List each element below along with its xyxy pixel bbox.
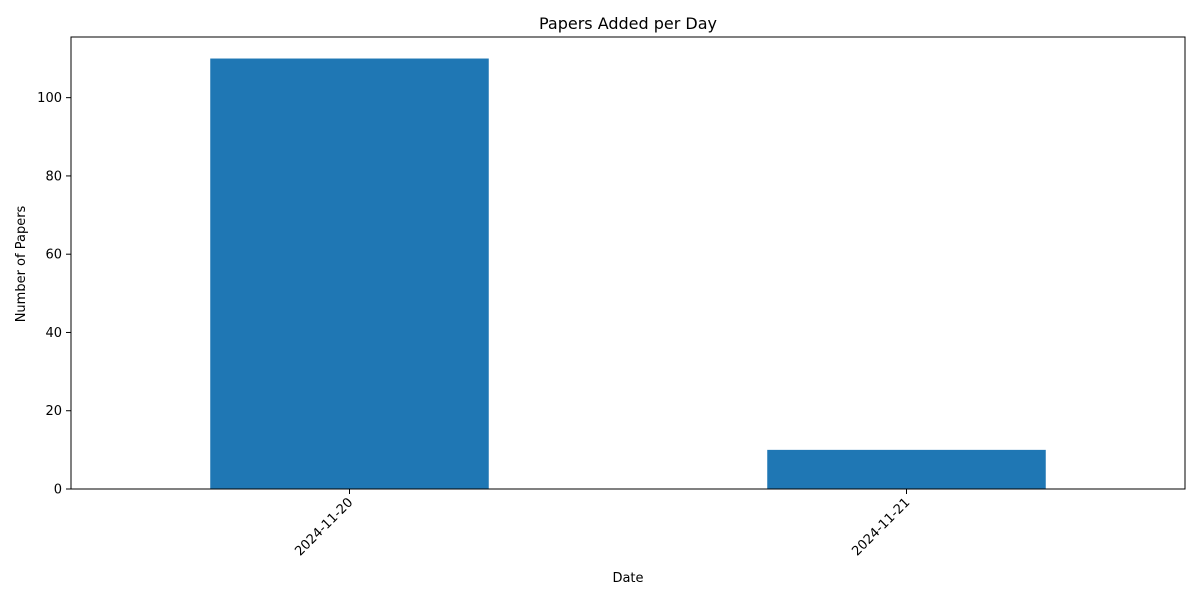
chart-title: Papers Added per Day <box>539 14 717 33</box>
y-tick-label: 40 <box>45 326 62 341</box>
bar-2024-11-20 <box>210 58 489 490</box>
x-tick-label: 2024-11-21 <box>849 495 913 559</box>
y-tick-label: 0 <box>54 483 62 498</box>
y-axis-label: Number of Papers <box>14 205 29 322</box>
y-tick-label: 100 <box>37 91 62 106</box>
x-tick-label: 2024-11-20 <box>292 495 356 559</box>
plot-frame <box>70 36 1186 490</box>
y-tick-label: 60 <box>45 248 62 263</box>
x-axis: 2024-11-20 2024-11-21 <box>292 489 913 559</box>
y-axis: 0 20 40 60 80 100 <box>37 91 71 498</box>
y-tick-label: 80 <box>45 169 62 184</box>
bars-layer <box>210 58 1046 490</box>
bar-2024-11-21 <box>767 449 1046 489</box>
x-axis-label: Date <box>612 571 643 586</box>
y-tick-label: 20 <box>45 404 62 419</box>
